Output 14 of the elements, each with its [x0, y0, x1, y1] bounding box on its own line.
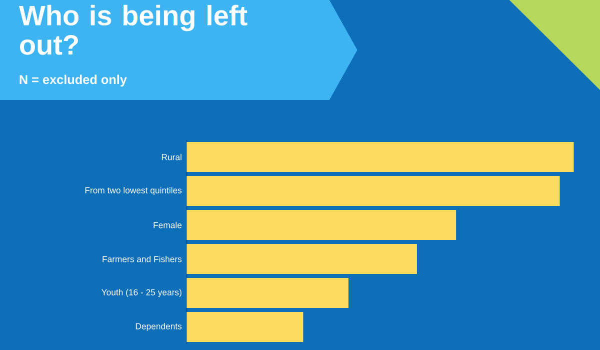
- text: N = excluded only: [20, 74, 127, 87]
- y-tick-label: Youth (16 - 25 years): [102, 288, 182, 298]
- y-tick-label: Dependents: [136, 322, 182, 332]
- bar: [186, 142, 574, 172]
- bar: [186, 312, 304, 342]
- y-tick-label: Rural: [162, 154, 182, 160]
- y-tick-label: From two lowest quintiles: [85, 186, 182, 196]
- bar: [186, 278, 348, 308]
- bar: [186, 244, 417, 274]
- bar: [186, 176, 560, 206]
- y-tick-label: Female: [154, 222, 182, 228]
- chart-title: Who is being left out?: [18, 4, 248, 55]
- y-tick-label: Farmers and Fishers: [102, 256, 182, 262]
- bar: [186, 210, 456, 240]
